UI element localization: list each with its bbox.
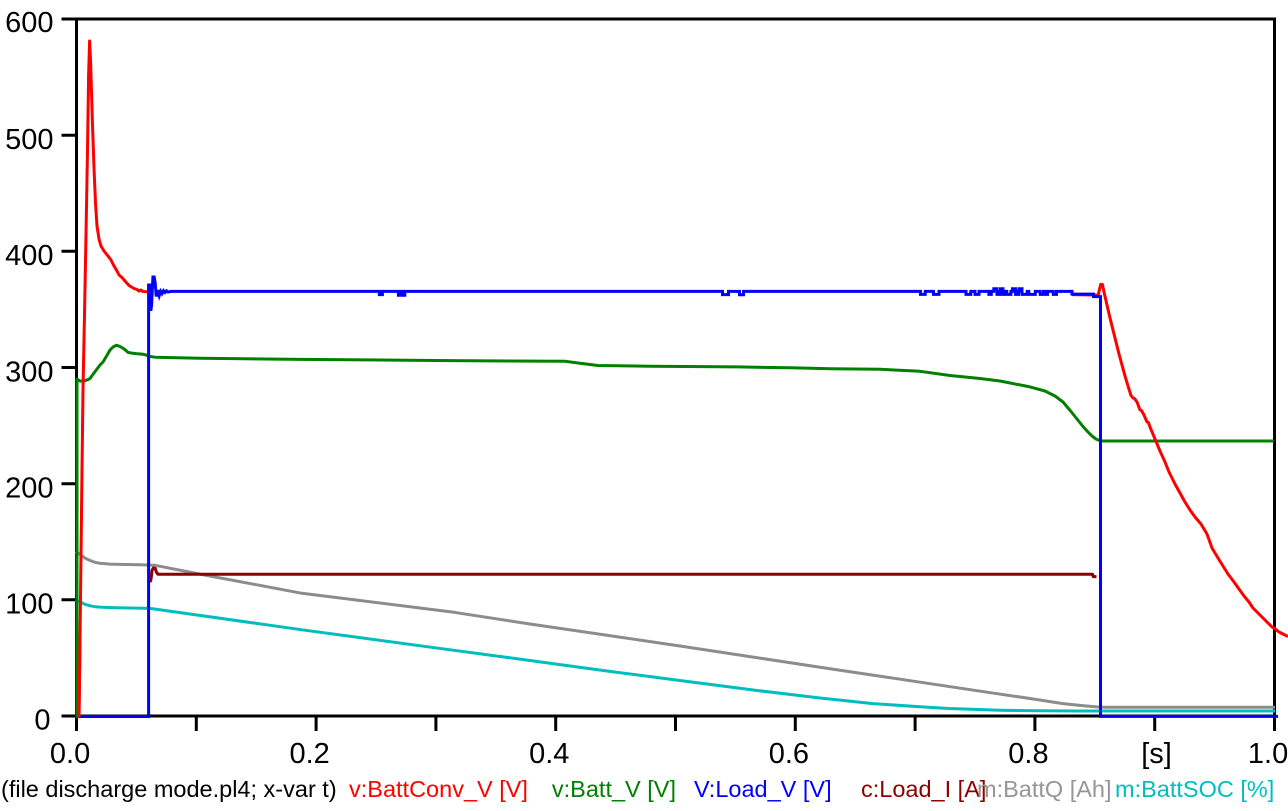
svg-text:100: 100	[5, 589, 53, 621]
svg-text:v:BattConv_V [V]: v:BattConv_V [V]	[349, 776, 528, 802]
svg-text:0: 0	[34, 705, 50, 737]
svg-text:m:BattQ [Ah]: m:BattQ [Ah]	[977, 776, 1112, 802]
svg-text:V:Load_V [V]: V:Load_V [V]	[694, 776, 832, 802]
svg-text:200: 200	[5, 473, 53, 505]
svg-text:(file discharge mode.pl4; x-va: (file discharge mode.pl4; x-var t)	[1, 776, 337, 802]
svg-text:600: 600	[5, 7, 53, 39]
svg-text:v:Batt_V [V]: v:Batt_V [V]	[552, 776, 676, 802]
svg-text:0.8: 0.8	[1008, 738, 1048, 770]
svg-text:500: 500	[5, 124, 53, 156]
svg-text:0.6: 0.6	[769, 738, 809, 770]
svg-text:400: 400	[5, 240, 53, 272]
svg-text:1.0: 1.0	[1248, 738, 1288, 770]
svg-text:[s]: [s]	[1141, 738, 1172, 770]
svg-text:300: 300	[5, 356, 53, 388]
svg-text:c:Load_I [A]: c:Load_I [A]	[861, 776, 986, 802]
svg-text:0.2: 0.2	[290, 738, 330, 770]
svg-text:0.4: 0.4	[529, 738, 569, 770]
svg-text:0.0: 0.0	[50, 738, 90, 770]
svg-text:m:BattSOC [%]: m:BattSOC [%]	[1115, 776, 1274, 802]
